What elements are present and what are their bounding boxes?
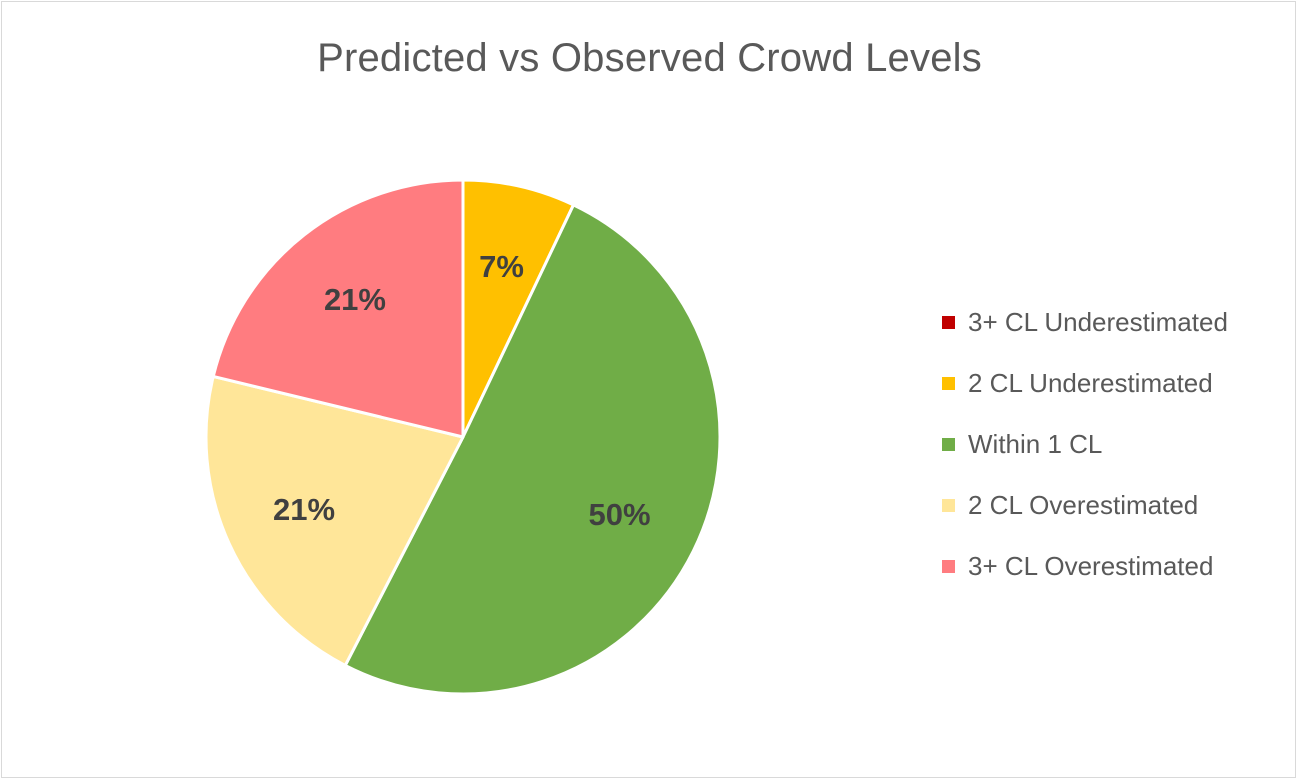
- legend-label: 2 CL Overestimated: [968, 490, 1199, 520]
- legend-item-2: Within 1 CL: [942, 414, 1228, 475]
- legend-item-1: 2 CL Underestimated: [942, 353, 1228, 414]
- legend-label: 2 CL Underestimated: [968, 368, 1213, 398]
- chart-title: Predicted vs Observed Crowd Levels: [317, 36, 982, 80]
- legend-swatch: [942, 316, 955, 329]
- pie-slice-3: [204, 374, 465, 667]
- data-label-3: 21%: [273, 492, 335, 527]
- pie-slice-2: [343, 203, 722, 696]
- legend-swatch: [942, 438, 955, 451]
- legend-swatch: [942, 560, 955, 573]
- pie-slice-1: [461, 178, 575, 439]
- legend-swatch: [942, 377, 955, 390]
- data-label-2: 50%: [589, 497, 651, 532]
- data-label-1: 7%: [479, 249, 524, 284]
- legend-item-3: 2 CL Overestimated: [942, 475, 1228, 536]
- legend-item-0: 3+ CL Underestimated: [942, 292, 1228, 353]
- legend-label: 3+ CL Overestimated: [968, 551, 1214, 581]
- legend-item-4: 3+ CL Overestimated: [942, 536, 1228, 597]
- legend-label: Within 1 CL: [968, 429, 1103, 459]
- legend-swatch: [942, 499, 955, 512]
- data-label-4: 21%: [324, 282, 386, 317]
- pie-slice-4: [211, 178, 465, 439]
- chart-legend: 3+ CL Underestimated 2 CL Underestimated W…: [942, 292, 1228, 597]
- legend-label: 3+ CL Underestimated: [968, 307, 1228, 337]
